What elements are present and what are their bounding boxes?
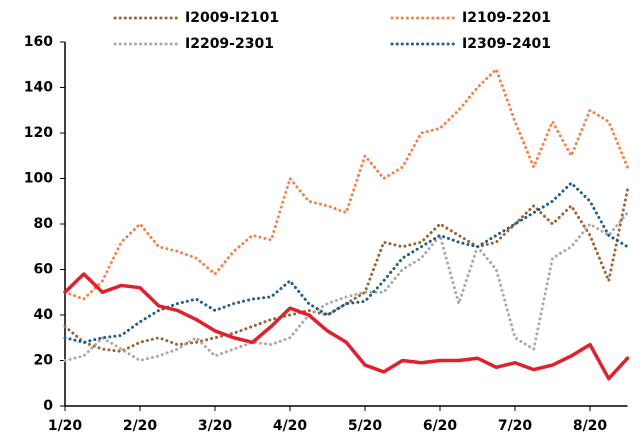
y-tick-label: 120 <box>24 125 53 141</box>
y-tick-label: 100 <box>24 171 53 187</box>
y-tick-label: 140 <box>24 80 53 96</box>
x-tick-label: 1/20 <box>48 418 83 434</box>
x-tick-label: 2/20 <box>123 418 158 434</box>
y-tick-label: 160 <box>24 34 53 50</box>
series-line <box>63 211 629 362</box>
x-tick-label: 8/20 <box>573 418 608 434</box>
series-line <box>63 181 629 344</box>
x-tick-label: 5/20 <box>348 418 383 434</box>
y-tick-label: 40 <box>34 307 54 323</box>
legend-label: I2209-2301 <box>185 36 274 52</box>
legend-label: I2009-I2101 <box>185 10 279 26</box>
series-line <box>63 67 629 301</box>
legend-label: I2109-2201 <box>462 10 551 26</box>
y-tick-label: 80 <box>34 216 54 232</box>
x-tick-label: 3/20 <box>198 418 233 434</box>
x-tick-label: 4/20 <box>273 418 308 434</box>
series-line <box>63 188 629 353</box>
y-tick-label: 20 <box>34 353 54 369</box>
y-tick-label: 0 <box>43 398 53 414</box>
x-tick-label: 6/20 <box>423 418 458 434</box>
series-line <box>63 272 630 381</box>
legend-label: I2309-2401 <box>462 36 551 52</box>
y-tick-label: 60 <box>34 262 54 278</box>
x-tick-label: 7/20 <box>498 418 533 434</box>
